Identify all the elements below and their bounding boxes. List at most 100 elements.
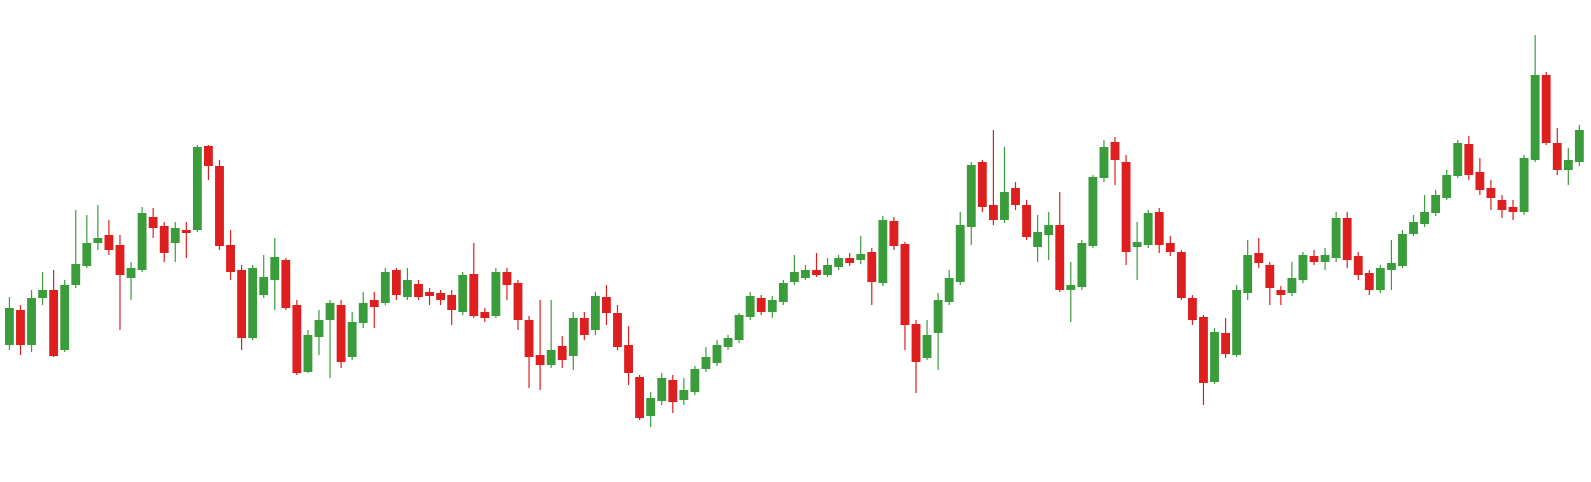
candle-body [1066,285,1076,290]
candle-body [712,345,722,363]
candle-body [1011,188,1020,205]
candle-body [16,310,25,345]
candle-body [1475,172,1485,190]
candle-body [1165,243,1175,252]
candle-body [215,166,224,246]
candle-body [1353,256,1363,275]
candle-body [911,324,921,362]
candle-body [1398,234,1407,266]
candle-body [568,318,578,356]
candle-body [1077,243,1087,287]
candle-body [646,398,656,416]
candle-body [557,346,567,360]
candle-body [71,264,81,285]
candle-body [104,235,114,250]
candle-body [1320,255,1330,262]
candle-body [325,303,335,320]
candle-body [613,313,622,347]
candle-body [491,272,501,316]
candle-body [889,221,899,246]
candle-body [391,270,401,295]
candle-body [502,272,512,285]
candle-body [845,258,855,263]
candle-body [226,245,235,272]
candle-body [1519,158,1529,212]
candle-body [303,335,313,372]
candle-body [1221,333,1230,354]
candle-body [1486,188,1496,198]
candle-body [1530,75,1540,160]
candle-body [878,220,888,283]
candle-body [126,268,136,278]
candle-body [148,217,158,228]
candle-body [834,258,844,267]
candle-body [734,315,744,340]
candle-body [1420,212,1430,224]
candle-body [1187,298,1197,320]
candle-body [1431,195,1441,213]
candle-body [1563,160,1573,170]
candle-body [624,345,633,373]
candle-body [867,252,877,282]
candle-body [1210,332,1219,382]
candle-body [436,293,446,300]
candle-body [281,260,291,308]
candle-body [82,243,92,266]
candle-body [944,278,954,302]
candle-body [812,270,821,275]
candle-body [115,245,125,275]
candle-body [403,280,412,297]
candle-body [988,205,998,220]
candle-body [5,308,14,345]
candle-body [635,377,645,418]
candle-body [1022,205,1031,237]
candle-body [778,283,788,302]
candle-body [1033,232,1043,247]
candle-body [1099,147,1109,178]
candle-body [856,254,866,260]
candle-body [1497,200,1507,210]
candle-body [602,297,611,313]
candle-body [535,355,545,365]
candle-body [668,380,678,402]
candle-body [701,357,711,369]
candle-body [1243,255,1253,293]
candle-body [358,303,368,323]
candle-body [546,350,556,365]
candle-body [1409,222,1418,234]
candle-body [27,298,36,345]
candle-body [380,272,390,303]
candle-body [425,292,434,296]
candle-body [469,274,479,316]
candle-body [1552,143,1562,170]
candle-body [823,265,832,275]
candle-body [480,312,490,318]
candle-body [1364,273,1374,290]
candle-body [1287,278,1297,293]
candle-body [690,369,700,392]
candle-body [767,300,777,312]
candle-body [347,322,357,357]
candle-body [1342,218,1352,260]
candle-body [1386,263,1396,270]
candle-body [1232,290,1242,355]
candle-body [292,305,302,373]
candle-body [679,390,689,400]
candle-body [38,290,48,298]
candle-body [955,225,965,282]
candle-body [1309,256,1319,262]
candle-body [1508,207,1518,212]
candle-body [1464,144,1474,175]
candle-body [1143,213,1153,245]
candle-body [1331,218,1341,258]
candle-body [181,230,191,233]
candle-body [192,147,202,230]
candle-body [458,275,468,312]
candle-body [137,213,147,270]
candle-body [1265,265,1275,288]
candle-body [336,305,346,362]
candle-body [966,165,976,227]
candle-body [1276,290,1286,295]
